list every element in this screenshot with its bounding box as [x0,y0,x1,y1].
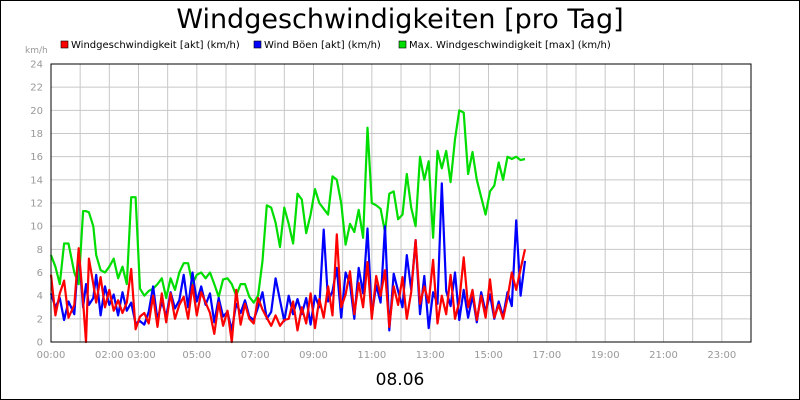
series-line-3 [49,109,526,304]
x-tick-label: 07:00 [241,350,270,361]
x-axis-ticks: 00:00 02:00 03:00 05:00 07:00 09:00 11:00 13:0… [37,350,737,361]
y-tick-label: 10 [30,222,43,233]
legend-label: Windgeschwindigkeit [akt] (km/h) [71,40,240,51]
y-tick-label: 8 [37,245,43,256]
x-tick-label: 23:00 [707,350,736,361]
x-tick-label: 17:00 [532,350,561,361]
y-tick-label: 2 [37,314,43,325]
x-tick-label: 19:00 [591,350,620,361]
x-tick-label: 13:00 [416,350,445,361]
legend-label: Max. Windgeschwindigkeit [max] (km/h) [409,40,611,51]
y-tick-label: 14 [30,175,43,186]
x-tick-label: 21:00 [649,350,678,361]
series-line-2 [49,182,527,332]
y-tick-label: 18 [30,129,43,140]
x-tick-label: 11:00 [357,350,386,361]
plot-area-border [50,63,752,343]
x-tick-label: 15:00 [474,350,503,361]
y-tick-label: 0 [37,338,43,349]
series-group [49,109,527,344]
legend: Windgeschwindigkeit [akt] (km/h) Wind Böe… [60,40,611,51]
legend-swatch [253,40,262,49]
legend-label: Wind Böen [akt] (km/h) [264,40,381,51]
x-tick-label: 00:00 [37,350,66,361]
x-tick-label: 05:00 [182,350,211,361]
y-tick-label: 6 [37,268,43,279]
x-tick-label: 09:00 [299,350,328,361]
y-tick-label: 24 [30,60,43,71]
x-tick-label: 02:00 03:00 [95,350,156,361]
y-tick-label: 4 [37,291,43,302]
chart-title: Windgeschwindigkeiten [pro Tag] [176,4,623,35]
y-axis-unit-label: km/h [25,46,48,56]
series-line-1 [49,233,527,344]
legend-swatch [60,40,69,49]
y-tick-label: 22 [30,83,43,94]
legend-swatch [398,40,407,49]
y-tick-label: 16 [30,152,43,163]
date-label: 08.06 [376,370,425,390]
y-tick-label: 20 [30,106,43,117]
y-tick-label: 12 [30,199,43,210]
